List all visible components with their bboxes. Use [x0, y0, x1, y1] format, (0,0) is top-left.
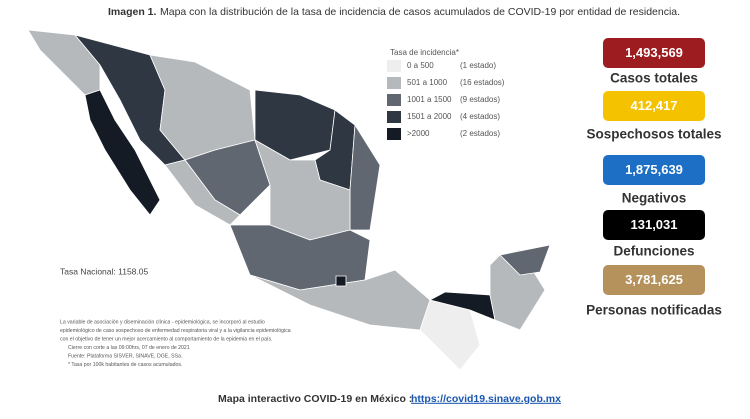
stat-value: 3,781,625 [625, 272, 683, 287]
legend-swatch [387, 77, 401, 89]
legend-range: 0 a 500 [407, 61, 434, 70]
stat-box [603, 265, 705, 295]
stat-box [603, 210, 705, 240]
legend-count: (9 estados) [460, 95, 500, 104]
legend-range: 1001 a 1500 [407, 95, 452, 104]
legend-range: 1501 a 2000 [407, 112, 452, 121]
legend-count: (4 estados) [460, 112, 500, 121]
header-title: Mapa con la distribución de la tasa de i… [160, 6, 680, 18]
legend-swatch [387, 94, 401, 106]
legend-swatch [387, 128, 401, 140]
note: Fuente: Plataforma SISVER, SINAVE, DGE, … [68, 353, 182, 359]
stat-value: 1,875,639 [625, 162, 683, 177]
legend-range: 501 a 1000 [407, 78, 448, 87]
map [27, 29, 551, 371]
note: * Tasa por 100k habitantes de casos acum… [68, 362, 182, 368]
legend-swatch [387, 60, 401, 72]
stat-label: Personas notificadas [586, 303, 722, 318]
note: Cierre con corte a las 09:00hrs, 07 de e… [68, 345, 190, 351]
header-label: Imagen 1. [108, 6, 157, 18]
footer-link[interactable]: https://covid19.sinave.gob.mx [411, 393, 561, 405]
legend-count: (2 estados) [460, 129, 500, 138]
stat-label: Defunciones [613, 244, 694, 259]
stat-value: 412,417 [631, 98, 678, 113]
stat-label: Sospechosos totales [586, 127, 721, 142]
note: epidemiológico de caso sospechoso de enf… [60, 328, 291, 334]
stat-label: Casos totales [610, 71, 698, 86]
stat-box [603, 155, 705, 185]
note: La variable de asociación y diseminación… [60, 319, 265, 325]
stat-value: 1,493,569 [625, 45, 683, 60]
note: con el objetivo de tener un mejor acerca… [60, 336, 273, 342]
legend-count: (16 estados) [460, 78, 505, 87]
stat-value: 131,031 [631, 217, 678, 232]
stat-box [603, 38, 705, 68]
legend-range: >2000 [407, 129, 430, 138]
footer-text: Mapa interactivo COVID-19 en México : [218, 393, 412, 405]
legend-count: (1 estado) [460, 61, 496, 70]
legend-swatch [387, 111, 401, 123]
stat-label: Negativos [622, 191, 687, 206]
stat-box [603, 91, 705, 121]
national-rate: Tasa Nacional: 1158.05 [60, 266, 148, 276]
legend-title: Tasa de incidencia* [390, 48, 459, 57]
